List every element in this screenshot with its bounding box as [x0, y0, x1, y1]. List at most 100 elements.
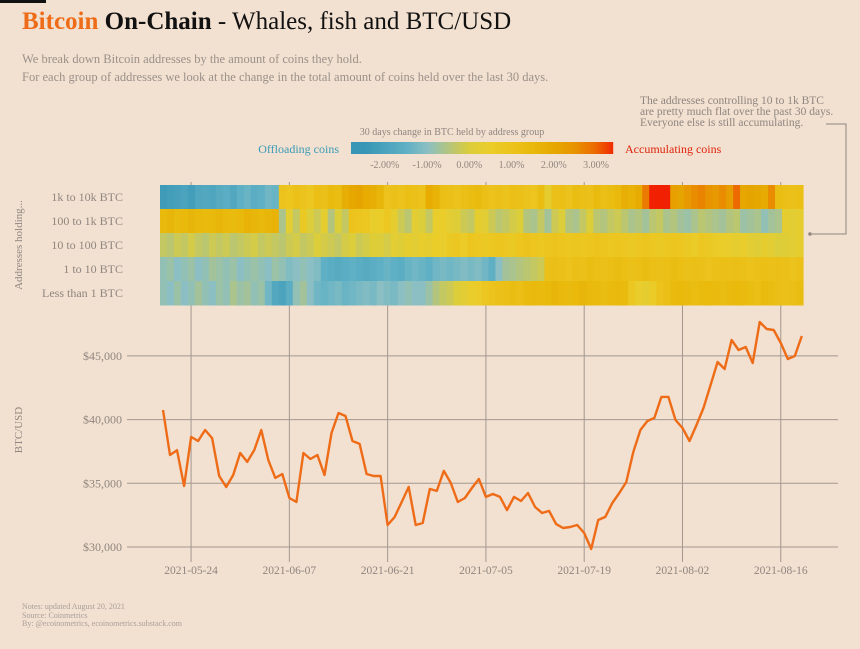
- heatmap-cell: [705, 281, 713, 306]
- heatmap-y-label: Addresses holding...: [13, 200, 25, 290]
- heatmap-cell: [698, 281, 706, 306]
- heatmap-cell: [677, 233, 685, 258]
- legend-color-step: [373, 142, 376, 154]
- heatmap-cell: [285, 233, 294, 258]
- legend-color-step: [471, 142, 474, 154]
- legend-color-step: [553, 142, 556, 154]
- heatmap-cell: [446, 281, 455, 306]
- heatmap-cell: [509, 233, 518, 258]
- heatmap-cell: [523, 281, 532, 306]
- heatmap-cell: [544, 209, 552, 234]
- heatmap-cell: [362, 209, 371, 234]
- heatmap-cell: [614, 233, 622, 258]
- heatmap-cell: [432, 281, 441, 306]
- heatmap-cell: [558, 281, 566, 306]
- heatmap-cell: [754, 281, 762, 306]
- legend-color-step: [393, 142, 396, 154]
- legend-color-step: [575, 142, 578, 154]
- heatmap-cell: [551, 257, 559, 282]
- heatmap-cell: [789, 281, 797, 306]
- heatmap-cell: [453, 257, 462, 282]
- heatmap-cell: [747, 257, 755, 282]
- heatmap-cell: [628, 209, 636, 234]
- legend-color-step: [401, 142, 404, 154]
- legend-color-step: [527, 142, 530, 154]
- legend-color-step: [429, 142, 432, 154]
- legend-color-step: [409, 142, 412, 154]
- heatmap-cell: [390, 209, 399, 234]
- heatmap-cell: [432, 233, 441, 258]
- heatmap-cell: [320, 233, 329, 258]
- heatmap-cell: [222, 281, 231, 306]
- legend-color-step: [465, 142, 468, 154]
- heatmap-cell: [166, 185, 175, 210]
- heatmap-cell: [166, 233, 175, 258]
- legend-color-step: [387, 142, 390, 154]
- heatmap-cell: [348, 233, 357, 258]
- heatmap-cell: [663, 185, 671, 210]
- legend-color-step: [423, 142, 426, 154]
- heatmap-cell: [768, 281, 776, 306]
- legend-color-step: [543, 142, 546, 154]
- heatmap-cell: [222, 257, 231, 282]
- legend-color-step: [557, 142, 560, 154]
- heatmap-cell: [747, 209, 755, 234]
- heatmap-cell: [796, 281, 804, 306]
- heatmap-cell: [257, 233, 266, 258]
- heatmap-cell: [509, 185, 518, 210]
- heatmap-cell: [600, 209, 608, 234]
- legend-color-step: [605, 142, 608, 154]
- legend-color-step: [407, 142, 410, 154]
- heatmap-cell: [691, 209, 699, 234]
- heatmap-cell: [621, 185, 629, 210]
- heatmap-cell: [586, 281, 594, 306]
- heatmap-cell: [236, 257, 245, 282]
- legend-color-step: [353, 142, 356, 154]
- heatmap-cell: [390, 233, 399, 258]
- heatmap-cell: [705, 185, 713, 210]
- heatmap-cell: [383, 185, 392, 210]
- heatmap-cell: [369, 281, 378, 306]
- annotation-line-3: Everyone else is still accumulating.: [640, 117, 804, 129]
- legend-color-step: [447, 142, 450, 154]
- heatmap-cell: [579, 233, 587, 258]
- legend-color-step: [363, 142, 366, 154]
- heatmap-cell: [278, 233, 287, 258]
- legend-color-step: [371, 142, 374, 154]
- legend-color-step: [493, 142, 496, 154]
- heatmap-cell: [656, 257, 664, 282]
- legend-color-step: [427, 142, 430, 154]
- heatmap-cell: [236, 233, 245, 258]
- heatmap-cell: [355, 209, 364, 234]
- title-bitcoin: Bitcoin: [22, 8, 99, 35]
- heatmap-cell: [670, 185, 678, 210]
- heatmap-cell: [271, 185, 280, 210]
- heatmap-cell: [789, 209, 797, 234]
- heatmap-cell: [691, 185, 699, 210]
- legend-tick-label: 2.00%: [541, 160, 567, 171]
- heatmap-cell: [600, 233, 608, 258]
- legend-color-step: [555, 142, 558, 154]
- heatmap-cell: [467, 281, 476, 306]
- heatmap-cell: [160, 209, 168, 234]
- heatmap-cell: [285, 281, 294, 306]
- heatmap-cell: [306, 209, 315, 234]
- legend-color-step: [469, 142, 472, 154]
- heatmap-cell: [299, 281, 308, 306]
- heatmap-cell: [572, 233, 580, 258]
- subtitle-line-2: For each group of addresses we look at t…: [22, 70, 549, 84]
- heatmap-cell: [250, 257, 259, 282]
- heatmap-cell: [201, 257, 210, 282]
- heatmap-cell: [558, 209, 566, 234]
- heatmap-cell: [201, 209, 210, 234]
- heatmap-cell: [656, 233, 664, 258]
- heatmap-cell: [579, 185, 587, 210]
- heatmap-cell: [663, 233, 671, 258]
- heatmap-cell: [523, 185, 532, 210]
- y-tick-label: $30,000: [83, 540, 122, 554]
- heatmap-cell: [425, 281, 434, 306]
- legend-color-step: [533, 142, 536, 154]
- heatmap-cell: [586, 209, 594, 234]
- heatmap-cell: [733, 281, 741, 306]
- legend-color-step: [599, 142, 602, 154]
